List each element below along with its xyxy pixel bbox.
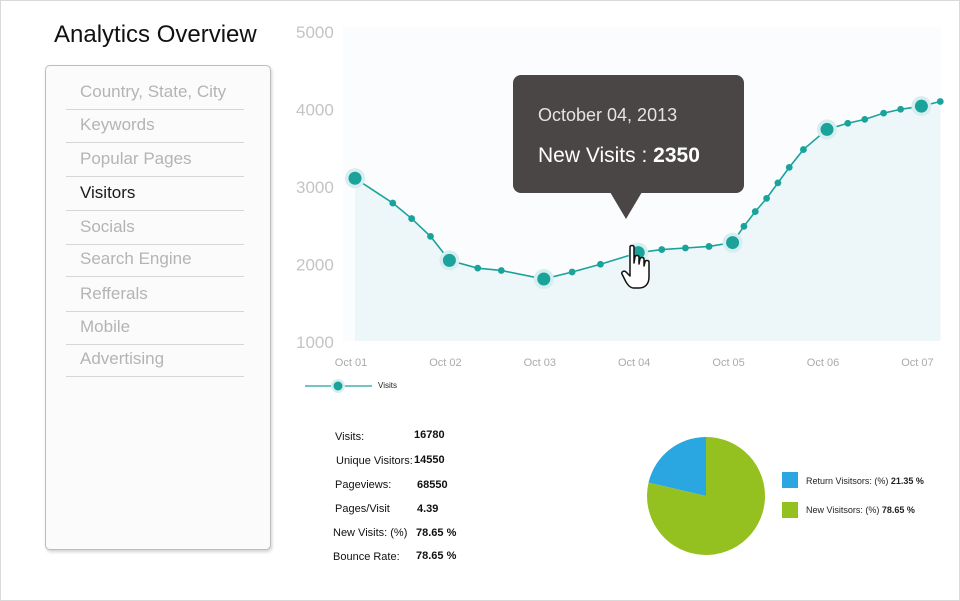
hand-cursor-icon [621, 244, 650, 289]
pie-legend-swatch-return [782, 472, 798, 488]
tooltip-value: 2350 [653, 144, 700, 167]
data-point-minor[interactable] [389, 199, 397, 207]
x-tick-label: Oct 06 [807, 357, 839, 369]
stat-value-bounce-rate: 78.65 % [416, 550, 457, 562]
pie-slice-new[interactable] [646, 437, 765, 555]
data-point-minor[interactable] [936, 98, 944, 105]
stat-value-new-visits: 78.65 % [416, 527, 457, 539]
x-tick-label: Oct 07 [901, 357, 933, 369]
data-point-minor[interactable] [597, 260, 604, 268]
stat-label-pageviews: Pageviews: [335, 479, 392, 491]
data-point-minor[interactable] [427, 232, 434, 240]
stat-label-unique-visitors: Unique Visitors: [336, 455, 413, 467]
stat-value-pageviews: 68550 [417, 479, 448, 491]
y-tick-label: 5000 [296, 23, 334, 42]
sidebar: Country, State, City Keywords Popular Pa… [45, 65, 271, 550]
visits-area [355, 101, 941, 342]
sidebar-item-search-engine[interactable]: Search Engine [66, 245, 244, 277]
x-tick-label: Oct 05 [712, 357, 744, 369]
stat-value-pages-per-visit: 4.39 [417, 503, 439, 515]
y-tick-label: 2000 [296, 256, 334, 275]
pie-legend-swatch-new [782, 502, 798, 518]
page-title: Analytics Overview [54, 21, 257, 48]
tooltip-date: October 04, 2013 [538, 105, 678, 125]
data-point-minor[interactable] [861, 115, 869, 123]
sidebar-item-refferals[interactable]: Refferals [66, 280, 244, 312]
data-point-minor[interactable] [785, 164, 793, 171]
data-point-minor[interactable] [568, 268, 576, 276]
sidebar-item-keywords[interactable]: Keywords [66, 111, 244, 143]
data-point-minor[interactable] [763, 195, 770, 202]
stat-value-visits: 16780 [414, 429, 445, 441]
data-point[interactable] [442, 253, 456, 267]
data-point[interactable] [914, 99, 928, 113]
data-point-minor[interactable] [774, 179, 782, 187]
tooltip-arrow [610, 192, 642, 219]
y-tick-label: 4000 [296, 101, 334, 120]
data-point[interactable] [348, 171, 362, 185]
data-point[interactable] [820, 122, 834, 136]
x-tick-label: Oct 04 [618, 357, 650, 369]
pie-legend-label-return: Return Visitsors: (%) 21.35 % [806, 476, 924, 486]
data-point-minor[interactable] [751, 208, 759, 215]
y-tick-label: 3000 [296, 178, 334, 197]
data-point-minor[interactable] [408, 215, 416, 222]
data-point-minor[interactable] [474, 264, 482, 272]
data-point-minor[interactable] [705, 243, 713, 250]
sidebar-item-visitors[interactable]: Visitors [66, 179, 244, 211]
data-point[interactable] [726, 236, 740, 250]
stat-label-new-visits: New Visits: (%) [333, 527, 408, 539]
x-tick-label: Oct 03 [524, 357, 556, 369]
y-tick-label: 1000 [296, 333, 334, 352]
data-point-minor[interactable] [800, 146, 807, 153]
sidebar-item-mobile[interactable]: Mobile [66, 313, 244, 345]
stat-label-pages-per-visit: Pages/Visit [335, 503, 390, 515]
x-tick-label: Oct 02 [429, 357, 461, 369]
data-point[interactable] [537, 272, 551, 286]
tooltip-label: New Visits : [538, 144, 648, 167]
stat-label-bounce-rate: Bounce Rate: [333, 551, 400, 563]
pie-slice-return[interactable] [648, 437, 706, 496]
data-point-minor[interactable] [658, 246, 666, 253]
sidebar-item-socials[interactable]: Socials [66, 213, 244, 245]
sidebar-item-country-state-city[interactable]: Country, State, City [66, 78, 244, 110]
legend-visits-marker [333, 381, 343, 391]
data-point-minor[interactable] [497, 267, 505, 274]
data-point-minor[interactable] [880, 109, 888, 117]
data-point-minor[interactable] [844, 119, 852, 127]
stat-value-unique-visitors: 14550 [414, 454, 445, 466]
data-tooltip: October 04, 2013 New Visits : 2350 [513, 75, 744, 219]
stat-label-visits: Visits: [335, 431, 365, 443]
sidebar-item-popular-pages[interactable]: Popular Pages [66, 145, 244, 177]
pie-legend-label-new: New Visitsors: (%) 78.65 % [806, 505, 915, 515]
data-point-minor[interactable] [682, 244, 689, 252]
x-tick-label: Oct 01 [335, 357, 367, 369]
data-point-minor[interactable] [897, 105, 905, 113]
data-point-minor[interactable] [740, 222, 748, 230]
tooltip-new-visits: New Visits : 2350 [538, 144, 700, 168]
visits-line [354, 100, 941, 280]
sidebar-item-advertising[interactable]: Advertising [66, 345, 244, 377]
legend-visits-label: Visits [378, 381, 397, 390]
